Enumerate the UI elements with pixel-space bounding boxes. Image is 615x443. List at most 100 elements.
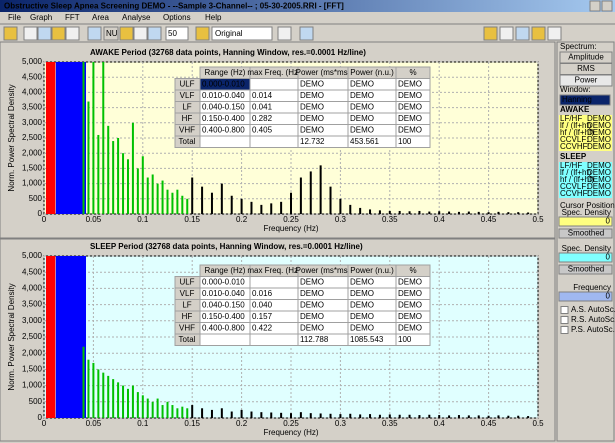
toolbar-button[interactable] (119, 26, 134, 41)
spectrum-bar (497, 211, 500, 214)
spectrum-label: Spectrum: (560, 42, 596, 51)
spectrum-bar (161, 180, 164, 214)
toolbar-button[interactable] (483, 26, 498, 41)
table-cell-text: 100 (398, 335, 412, 344)
table-cell-text: DEMO (398, 91, 422, 100)
readout-value: 0 (606, 292, 611, 301)
table-cell-text: DEMO (300, 102, 324, 111)
spectrum-bar (70, 62, 75, 214)
toolbar-button[interactable] (515, 26, 530, 41)
spectrum-bar (290, 413, 292, 418)
toolbar-button[interactable] (147, 26, 162, 41)
x-tick-label: 0.5 (532, 215, 544, 224)
toolbar-button[interactable] (299, 26, 314, 41)
spectrum-bar (378, 414, 381, 418)
toolbar-button[interactable] (87, 26, 102, 41)
close-button[interactable] (601, 0, 613, 12)
y-axis-title: Norm. Power Spectral Density (7, 84, 16, 191)
count-combo[interactable] (165, 26, 189, 41)
window-select[interactable] (559, 94, 611, 106)
x-tick-label: 0.15 (184, 419, 200, 428)
table-row-label: LF (182, 300, 191, 309)
table-cell-text: 12.732 (300, 137, 325, 146)
toolbar-button[interactable] (547, 26, 562, 41)
ratio-value: DEMO (587, 121, 611, 130)
spectrum-bar (398, 210, 401, 214)
checkbox[interactable] (560, 326, 569, 334)
smoothed-label: Smoothed (568, 229, 604, 238)
checkbox[interactable] (560, 316, 569, 324)
x-tick-label: 0.05 (86, 419, 102, 428)
toolbar-button[interactable] (37, 26, 52, 41)
window-title: Obstructive Sleep Apnea Screening DEMO -… (4, 2, 344, 11)
toolbar-button[interactable] (531, 26, 546, 41)
spectrum-bar (45, 62, 50, 214)
x-tick-label: 0.45 (481, 215, 497, 224)
spectrum-bar (55, 256, 60, 418)
spectrum-bar (230, 195, 233, 214)
table-cell-text: DEMO (350, 125, 374, 134)
toolbar-button[interactable] (65, 26, 80, 41)
x-tick-label: 0.1 (137, 419, 149, 428)
table-cell-text: 1085.543 (350, 335, 384, 344)
maximize-button[interactable] (589, 0, 601, 12)
spectrum-bar (428, 414, 431, 418)
checkbox-label: P.S. AutoSc. (571, 325, 615, 334)
window-value: Hanning (562, 95, 592, 104)
table-cell-text: DEMO (350, 79, 374, 88)
table-cell-text: 0.040 (252, 300, 273, 309)
spectrum-bar (250, 411, 253, 418)
table-cell-text: 0.000-0.010 (202, 277, 245, 286)
spectrum-bar (497, 415, 500, 418)
spectrum-bar (82, 346, 85, 418)
toolbar-button[interactable] (499, 26, 514, 41)
spectrum-bar (171, 192, 174, 214)
toolbar-button[interactable] (23, 26, 38, 41)
toolbar-button[interactable] (195, 26, 210, 41)
table-header: % (409, 266, 416, 275)
spectrum-bar (48, 256, 53, 418)
table-cell-text: 0.157 (252, 312, 273, 321)
table-row-label: Total (179, 335, 196, 344)
checkbox[interactable] (560, 306, 569, 314)
spectrum-bar (201, 408, 204, 418)
table-cell-text: 0.282 (252, 114, 273, 123)
nu-button[interactable] (103, 26, 119, 41)
spectrum-bar (181, 406, 184, 418)
table-cell-text: 100 (398, 137, 412, 146)
toolbar-button[interactable] (133, 26, 148, 41)
table-cell-text: DEMO (350, 323, 374, 332)
spectrum-bar (82, 256, 86, 418)
table-cell-text: 0.150-0.400 (202, 312, 245, 321)
spectrum-bar (76, 62, 81, 214)
group-title: SLEEP (560, 152, 587, 161)
y-tick-label: 4,500 (22, 267, 43, 276)
spectrum-bar (339, 414, 342, 418)
y-tick-label: 2,000 (22, 348, 43, 357)
spectrum-button[interactable] (559, 74, 613, 87)
smoothed-label: Smoothed (568, 265, 604, 274)
spectrum-bar (388, 414, 391, 418)
spectrum-bar (97, 369, 100, 418)
checkbox-label: A.S. AutoSc. (571, 305, 615, 314)
spectrum-bar (92, 62, 95, 214)
spectrum-bar (309, 413, 312, 418)
spectrum-bar (67, 256, 72, 418)
x-tick-label: 0.45 (481, 419, 497, 428)
table-row-label: VHF (179, 125, 195, 134)
toolbar-button[interactable] (277, 26, 292, 41)
y-tick-label: 3,000 (22, 316, 43, 325)
toolbar-button[interactable] (3, 26, 18, 41)
table-cell (395, 135, 431, 148)
spectrum-bar (45, 256, 50, 418)
toolbar-button[interactable] (51, 26, 66, 41)
spectrum-bar (408, 211, 411, 214)
table-cell-text: DEMO (300, 277, 324, 286)
ratio-label: CCVLF: (560, 135, 588, 144)
table-row-label: HF (182, 312, 193, 321)
mode-combo[interactable] (211, 26, 273, 41)
mode-value: Original (215, 29, 243, 38)
table-cell (249, 135, 299, 148)
